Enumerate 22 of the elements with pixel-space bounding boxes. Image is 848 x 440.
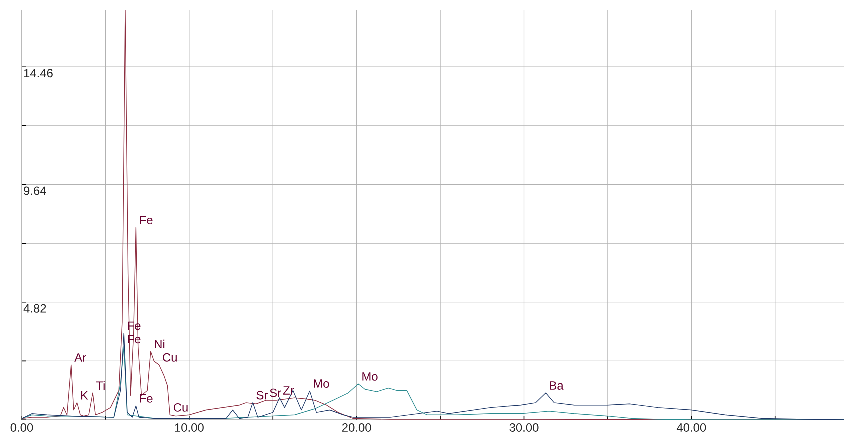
annotation: K bbox=[81, 392, 88, 400]
x-tick-label: 20.00 bbox=[342, 424, 372, 432]
x-tick-label: 10.00 bbox=[175, 424, 204, 432]
y-tick-label: 4.82 bbox=[24, 304, 46, 313]
annotation: Ni bbox=[155, 340, 165, 348]
annotation: Sr bbox=[270, 388, 282, 398]
y-tick-label: 14.46 bbox=[24, 69, 53, 78]
x-tick-label: 0.00 bbox=[10, 424, 34, 432]
annotation: Fe bbox=[140, 216, 153, 224]
annotation: Zr bbox=[283, 386, 294, 395]
annotation: Ba bbox=[550, 382, 564, 390]
annotation: Ar bbox=[74, 354, 86, 362]
annotation: Mo bbox=[362, 372, 378, 381]
annotation: Cu bbox=[163, 353, 177, 362]
annotation: Mo bbox=[314, 380, 330, 388]
annotation: Fe bbox=[140, 394, 153, 403]
x-tick-label: 40.00 bbox=[676, 424, 706, 432]
annotation: Sr bbox=[256, 391, 268, 400]
annotation: Ti bbox=[96, 381, 105, 390]
annotation: Cu bbox=[174, 403, 188, 412]
x-tick-label: 30.00 bbox=[510, 424, 539, 432]
y-tick-label: 9.64 bbox=[24, 186, 46, 196]
